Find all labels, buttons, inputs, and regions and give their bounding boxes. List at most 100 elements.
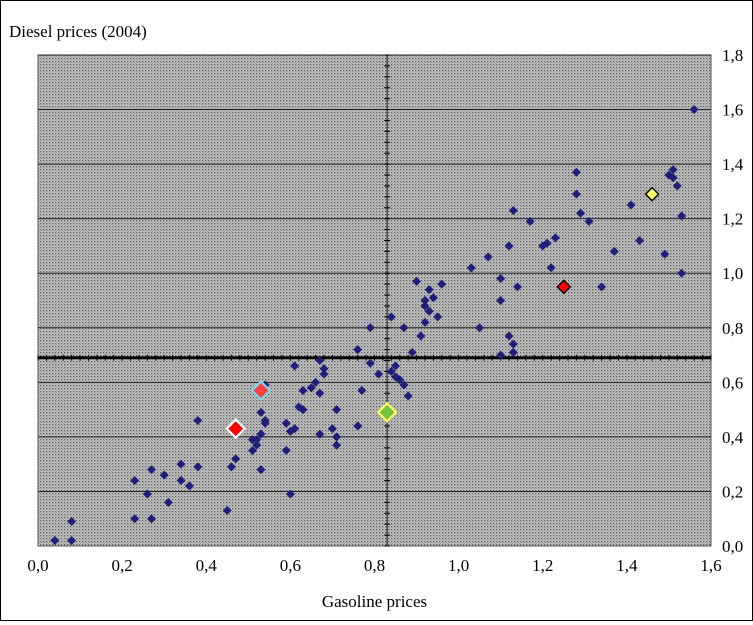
data-point [672,181,682,191]
x-tick-label: 0,2 [112,556,133,575]
data-point [130,514,140,524]
data-point [357,386,367,396]
data-point [407,347,417,357]
data-point [412,276,422,286]
data-point [281,418,291,428]
x-tick-label: 0,6 [280,556,301,575]
data-point [546,263,556,273]
data-point [252,440,262,450]
data-point [668,165,678,175]
highlighted-data-point [556,279,572,295]
data-point [496,274,506,284]
data-point [298,405,308,415]
data-point [315,356,325,366]
data-point [256,465,266,475]
data-point [142,489,152,499]
y-tick-label: 1,6 [722,101,743,120]
y-tick-label: 1,0 [722,264,743,283]
data-point [597,282,607,292]
data-point [319,364,329,374]
data-point [315,429,325,439]
data-point [571,167,581,177]
data-point [504,331,514,341]
data-point [285,489,295,499]
data-point [306,383,316,393]
data-point [386,312,396,322]
data-point [163,497,173,507]
data-point [386,366,396,376]
data-point [576,208,586,218]
data-point [483,252,493,262]
data-point [466,263,476,273]
data-point [496,350,506,360]
x-tick-label: 0,4 [196,556,218,575]
data-point [353,421,363,431]
data-point [571,189,581,199]
data-point [475,323,485,333]
data-point [176,459,186,469]
data-point [420,301,430,311]
x-tick-label: 1,0 [448,556,469,575]
data-point [508,347,518,357]
data-point [395,375,405,385]
data-point [508,205,518,215]
data-point [298,386,308,396]
data-point [433,312,443,322]
data-point [256,407,266,417]
data-point [424,285,434,295]
data-point [634,235,644,245]
data-point [609,246,619,256]
highlighted-data-point [376,401,398,423]
plot-area [37,54,712,547]
data-point [222,506,232,516]
data-point [374,369,384,379]
data-point [50,536,60,546]
data-point [525,216,535,226]
x-tick-label: 0,0 [27,556,48,575]
x-axis-title: Gasoline prices [322,592,427,611]
y-axis-title: Diesel prices (2004) [9,22,147,41]
data-point [256,429,266,439]
data-point [281,446,291,456]
data-point [365,323,375,333]
data-point [420,317,430,327]
data-point [550,233,560,243]
axis-ticks: 0,0 0,2 0,4 0,6 0,8 1,0 1,2 1,4 1,6 1,8 0,0 0,2 0,4 0… [27,46,743,575]
highlighted-data-point [250,379,272,402]
x-tick-label: 1,6 [700,556,721,575]
data-point [420,296,430,305]
data-point [193,462,203,472]
data-point [668,173,678,183]
y-tick-label: 1,8 [722,46,743,65]
data-point [584,216,594,226]
data-point [193,416,203,426]
highlighted-data-point [225,418,247,440]
data-point [513,282,523,292]
y-tick-label: 1,4 [722,155,744,174]
y-tick-label: 0,8 [722,319,743,338]
x-tick-label: 1,4 [616,556,638,575]
data-point [319,369,329,379]
data-point [332,432,342,442]
data-point [437,279,447,289]
data-point [399,380,409,390]
data-point [260,416,270,426]
data-point [428,293,438,303]
data-point [365,358,375,368]
x-tick-label: 1,2 [532,556,553,575]
y-tick-label: 1,2 [722,210,743,229]
data-point [391,361,401,371]
y-tick-label: 0,4 [722,428,744,447]
data-point [176,476,186,486]
data-point [147,465,157,475]
data-point [508,339,518,349]
data-point [496,296,506,305]
data-point [130,476,140,486]
data-point [416,331,426,341]
data-point [248,446,258,456]
data-point [689,105,699,115]
data-point [252,435,262,445]
x-tick-label: 0,8 [364,556,385,575]
